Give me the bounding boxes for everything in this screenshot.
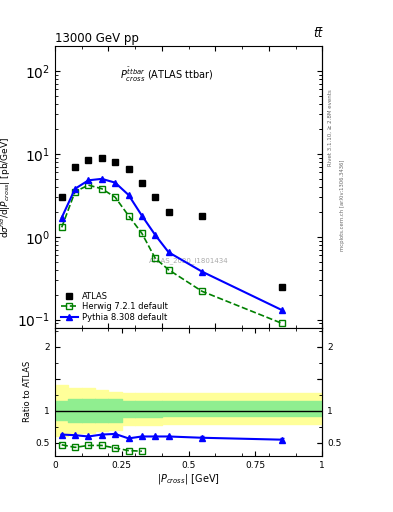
Text: 13000 GeV pp: 13000 GeV pp [55,32,139,45]
Pythia 8.308 default [126,192,131,198]
ATLAS [73,164,77,170]
Herwig 7.2.1 default [153,255,158,261]
Line: Pythia 8.308 default: Pythia 8.308 default [59,176,285,313]
Pythia 8.308 default [113,180,118,186]
ATLAS [140,180,144,186]
Text: ATLAS_2020_I1801434: ATLAS_2020_I1801434 [149,257,228,264]
Text: Rivet 3.1.10, ≥ 2.8M events: Rivet 3.1.10, ≥ 2.8M events [328,90,333,166]
Line: ATLAS: ATLAS [59,155,285,290]
ATLAS [99,155,104,161]
Text: mcplots.cern.ch [arXiv:1306.3436]: mcplots.cern.ch [arXiv:1306.3436] [340,159,345,250]
Herwig 7.2.1 default [59,224,64,230]
Herwig 7.2.1 default [113,194,118,200]
Herwig 7.2.1 default [86,182,91,188]
Pythia 8.308 default [73,186,77,192]
Pythia 8.308 default [280,307,285,313]
Herwig 7.2.1 default [99,186,104,192]
Pythia 8.308 default [59,215,64,221]
Herwig 7.2.1 default [166,267,171,273]
ATLAS [200,212,204,219]
ATLAS [113,159,118,165]
Text: tt̅: tt̅ [313,28,322,40]
Herwig 7.2.1 default [200,288,204,294]
Text: $P^{\bar{t}tbar}_{cross}$ (ATLAS ttbar): $P^{\bar{t}tbar}_{cross}$ (ATLAS ttbar) [120,66,214,84]
Herwig 7.2.1 default [126,212,131,219]
ATLAS [86,157,91,163]
ATLAS [166,209,171,215]
Pythia 8.308 default [86,177,91,183]
Pythia 8.308 default [200,268,204,274]
Pythia 8.308 default [153,232,158,238]
ATLAS [153,194,158,200]
Pythia 8.308 default [99,176,104,182]
ATLAS [59,194,64,200]
Herwig 7.2.1 default [140,230,144,237]
Legend: ATLAS, Herwig 7.2.1 default, Pythia 8.308 default: ATLAS, Herwig 7.2.1 default, Pythia 8.30… [59,290,169,324]
Y-axis label: Ratio to ATLAS: Ratio to ATLAS [23,361,31,422]
Pythia 8.308 default [166,249,171,255]
Pythia 8.308 default [140,212,144,219]
Herwig 7.2.1 default [73,188,77,195]
ATLAS [126,166,131,173]
Herwig 7.2.1 default [280,321,285,327]
Line: Herwig 7.2.1 default: Herwig 7.2.1 default [59,182,285,327]
ATLAS [280,284,285,290]
Y-axis label: d$\sigma^{nd}$/d$|P_{cross}|$ [pb/GeV]: d$\sigma^{nd}$/d$|P_{cross}|$ [pb/GeV] [0,136,13,238]
X-axis label: $|P_{cross}|$ [GeV]: $|P_{cross}|$ [GeV] [157,472,220,486]
